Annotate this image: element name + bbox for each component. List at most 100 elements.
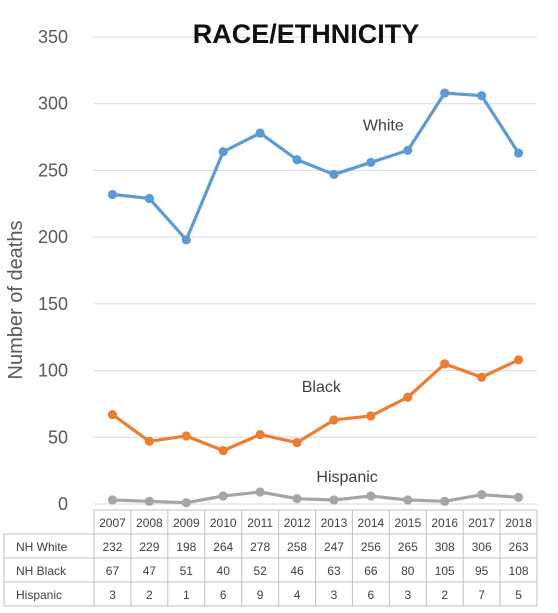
table-cell: 278 xyxy=(250,540,270,554)
table-cell: 263 xyxy=(509,540,529,554)
data-point xyxy=(366,157,376,168)
data-point xyxy=(255,487,265,497)
y-tick-label: 350 xyxy=(38,27,68,47)
x-tick-label: 2010 xyxy=(210,516,237,530)
table-row-label: NH White xyxy=(16,540,68,554)
data-point xyxy=(329,495,339,505)
table-cell: 256 xyxy=(361,540,381,554)
data-point xyxy=(403,145,413,156)
data-point xyxy=(403,495,413,505)
data-point xyxy=(440,359,450,369)
table-cell: 63 xyxy=(327,564,341,578)
data-point xyxy=(329,169,339,180)
series-group xyxy=(107,88,524,508)
data-point xyxy=(181,431,191,441)
table-cell: 7 xyxy=(478,588,485,602)
series-label: Hispanic xyxy=(316,469,377,486)
table-cell: 247 xyxy=(324,540,344,554)
y-axis-label: Number of deaths xyxy=(5,221,27,380)
data-point xyxy=(403,392,413,402)
data-point xyxy=(440,88,450,98)
data-point xyxy=(181,498,191,508)
x-tick-label: 2011 xyxy=(247,516,273,530)
x-tick-label: 2015 xyxy=(394,516,421,530)
table-cell: 3 xyxy=(109,588,116,602)
table-cell: 47 xyxy=(143,564,157,578)
x-tick-label: 2013 xyxy=(321,516,348,530)
data-point xyxy=(477,372,487,382)
data-point xyxy=(107,410,118,420)
table-cell: 232 xyxy=(102,540,122,554)
data-point xyxy=(255,128,265,138)
y-tick-label: 300 xyxy=(38,94,68,114)
data-point xyxy=(477,91,487,101)
table-cell: 2 xyxy=(441,588,448,602)
x-tick-label: 2018 xyxy=(505,516,532,530)
y-tick-label: 100 xyxy=(38,361,68,381)
table-cell: 3 xyxy=(331,588,338,602)
x-tick-label: 2012 xyxy=(284,516,311,530)
x-tick-label: 2008 xyxy=(136,516,163,530)
y-tick-label: 250 xyxy=(38,160,68,180)
series-line xyxy=(112,91,520,242)
table-cell: 229 xyxy=(139,540,159,554)
data-point xyxy=(513,492,524,502)
table-row-label: Hispanic xyxy=(16,588,62,602)
data-point xyxy=(292,155,302,165)
data-point xyxy=(144,193,154,204)
data-point xyxy=(144,496,154,506)
x-tick-label: 2014 xyxy=(358,516,385,530)
data-point xyxy=(366,491,376,501)
table-cell: 265 xyxy=(398,540,418,554)
series-label: Black xyxy=(302,379,342,396)
table-cell: 258 xyxy=(287,540,307,554)
data-point xyxy=(440,496,450,506)
data-point xyxy=(292,438,302,448)
table-cell: 306 xyxy=(472,540,492,554)
data-point xyxy=(477,490,487,500)
chart-title: RACE/ETHNICITY xyxy=(193,19,420,49)
table-cell: 5 xyxy=(515,588,522,602)
y-tick-label: 50 xyxy=(48,427,68,447)
x-tick-label: 2007 xyxy=(99,516,126,530)
table-row-label: NH Black xyxy=(16,564,67,578)
y-tick-label: 200 xyxy=(38,227,68,247)
table-cell: 264 xyxy=(213,540,233,554)
data-point xyxy=(144,436,154,446)
table-cell: 6 xyxy=(368,588,375,602)
table-cell: 95 xyxy=(475,564,489,578)
table-cell: 3 xyxy=(404,588,411,602)
data-point xyxy=(292,494,302,504)
data-table: 2007 2008 2009 2010 2011 2012 2013 2014 2015 2016… xyxy=(3,509,538,607)
table-cell: 308 xyxy=(435,540,455,554)
y-tick-label: 0 xyxy=(58,494,68,514)
table-cell: 108 xyxy=(509,564,529,578)
table-cell: 105 xyxy=(435,564,455,578)
table-cell: 4 xyxy=(294,588,301,602)
x-tick-label: 2016 xyxy=(431,516,458,530)
y-tick-label: 150 xyxy=(38,294,68,314)
series-label: White xyxy=(363,117,404,134)
y-axis-ticks: 0 50 100 150 200 250 300 350 xyxy=(38,27,68,514)
data-point xyxy=(181,235,191,245)
data-point xyxy=(107,189,118,200)
data-point xyxy=(218,446,228,456)
data-point xyxy=(218,491,228,501)
series-line xyxy=(111,358,520,453)
data-point xyxy=(255,430,265,440)
data-point xyxy=(218,147,228,157)
table-cell: 51 xyxy=(180,564,194,578)
series-labels: White Black Hispanic xyxy=(302,117,404,486)
table-cell: 9 xyxy=(257,588,264,602)
x-tick-label: 2009 xyxy=(173,516,200,530)
table-cell: 46 xyxy=(290,564,304,578)
table-cell: 80 xyxy=(401,564,415,578)
table-cell: 52 xyxy=(253,564,267,578)
data-point xyxy=(329,415,339,425)
table-cell: 67 xyxy=(106,564,120,578)
table-cell: 40 xyxy=(217,564,231,578)
table-cell: 198 xyxy=(176,540,196,554)
data-point xyxy=(107,495,118,505)
table-cell: 1 xyxy=(183,588,190,602)
